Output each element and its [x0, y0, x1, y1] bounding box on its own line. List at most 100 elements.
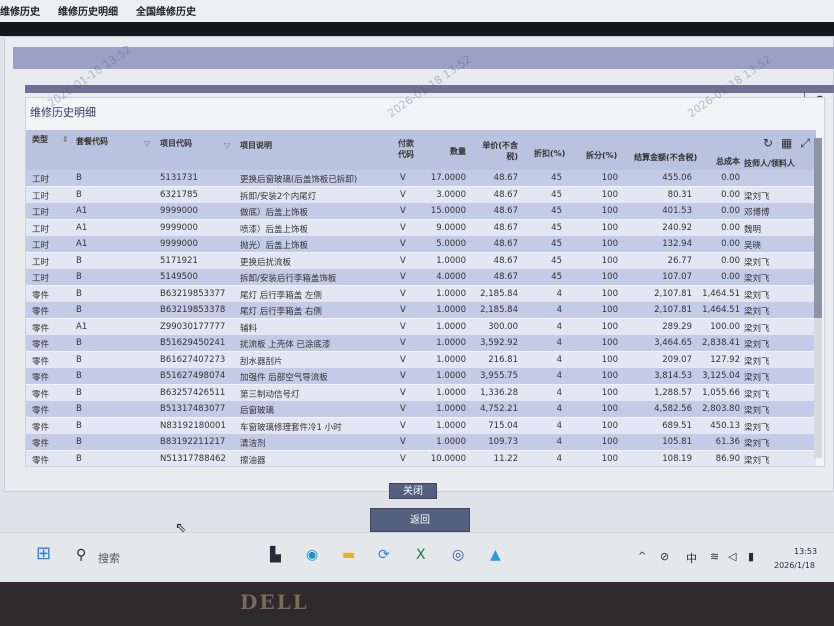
- task-view-icon[interactable]: ▙: [270, 547, 281, 563]
- sort-icon[interactable]: ⇕: [62, 135, 69, 144]
- cell-cost: 86.90: [715, 453, 740, 464]
- cell-split: 100: [601, 222, 618, 233]
- clock-time[interactable]: 13:53: [794, 547, 818, 556]
- chevron-up-icon[interactable]: ^: [638, 551, 647, 562]
- edge-icon[interactable]: ◉: [306, 547, 319, 563]
- menu-national-repair-history[interactable]: 全国维修历史: [136, 7, 196, 18]
- cell-cost: 0.00: [721, 272, 740, 282]
- expand-icon[interactable]: ⤢: [800, 136, 810, 150]
- col-discount[interactable]: 折扣(%): [534, 149, 566, 158]
- cell-desc: 扰流板 上壳体 已涂底漆: [240, 340, 331, 350]
- table-row[interactable]: 工时 A1 9999000 抛光）后盖上饰板 V 5.0000 48.67 45 100 132.…: [26, 236, 816, 252]
- cell-tech: 梁刘飞: [744, 373, 770, 383]
- excel-icon[interactable]: X: [416, 547, 426, 563]
- cell-type: 工时: [32, 241, 50, 251]
- refresh-icon[interactable]: ↻: [762, 136, 774, 150]
- col-code[interactable]: 项目代码: [160, 139, 192, 148]
- cell-desc: 第三制动信号灯: [240, 389, 300, 400]
- table-row[interactable]: 零件 B N51317788462 擦油器 V 10.0000 11.22 4 100 108.1…: [26, 450, 816, 466]
- col-pay[interactable]: 付款代码: [398, 139, 414, 159]
- table-settings-icon[interactable]: ▦: [781, 136, 793, 150]
- menu-repair-history-detail[interactable]: 维修历史明细: [58, 7, 118, 18]
- cell-type: 零件: [32, 422, 50, 433]
- table-row[interactable]: 工时 A1 9999000 做底）后盖上饰板 V 15.0000 48.67 45 100 401…: [26, 203, 816, 219]
- cell-code: B63257426511: [160, 387, 226, 398]
- sync-off-icon[interactable]: ⊘: [660, 550, 670, 563]
- table-row[interactable]: 工时 B 5171921 更换后扰流板 V 1.0000 48.67 45 100 26.77 0.…: [26, 252, 816, 269]
- clock-date[interactable]: 2026/1/18: [774, 561, 816, 570]
- col-tech[interactable]: 技师人/领料人: [744, 159, 795, 168]
- filter-icon[interactable]: ▽: [144, 139, 151, 148]
- ime-indicator[interactable]: 中: [686, 552, 697, 565]
- cell-price: 2,185.84: [480, 305, 518, 315]
- photos-icon[interactable]: ▲: [490, 547, 501, 563]
- back-button[interactable]: 返回: [370, 508, 470, 532]
- cell-discount: 4: [556, 437, 562, 447]
- cell-tech: 梁刘飞: [744, 455, 770, 466]
- wifi-icon[interactable]: ≋: [710, 550, 720, 563]
- table-row[interactable]: 零件 B B61627407273 刮水器刮片 V 1.0000 216.81 4 100 209…: [26, 351, 816, 368]
- table-row[interactable]: 零件 B B63219853378 尾灯 后行李箱盖 右侧 V 1.0000 2,185.8…: [26, 302, 816, 318]
- table-row[interactable]: 零件 B B63219853377 尾灯 后行李箱盖 左侧 V 1.0000 2,185.8…: [26, 285, 816, 302]
- col-package[interactable]: 套餐代码: [76, 137, 108, 146]
- windows-start-icon[interactable]: ⊞: [36, 543, 52, 564]
- col-split[interactable]: 拆分(%): [586, 151, 618, 160]
- menu-repair-history[interactable]: 维修历史: [0, 7, 40, 18]
- table-row[interactable]: 工时 B 5149500 拆卸/安装后行李箱盖饰板 V 4.0000 48.67 45 100 1…: [26, 269, 816, 285]
- cell-qty: 5.0000: [436, 239, 466, 249]
- cell-type: 零件: [32, 356, 50, 367]
- cell-package: A1: [76, 206, 88, 216]
- table-row[interactable]: 工时 A1 9999000 喷漆）后盖上饰板 V 9.0000 48.67 45 100 240.…: [26, 219, 816, 236]
- cell-code: B63219853377: [160, 288, 226, 299]
- table-row[interactable]: 零件 A1 Z99030177777 辅料 V 1.0000 300.00 4 100 289.2…: [26, 318, 816, 335]
- table-row[interactable]: 零件 B N83192180001 车窗玻璃修理套件冷1 小时 V 1.0000 715.0…: [26, 417, 816, 434]
- cell-price: 48.67: [493, 206, 518, 216]
- volume-icon[interactable]: ◁: [728, 550, 737, 563]
- cell-price: 3,955.75: [480, 371, 518, 381]
- col-amount[interactable]: 结算金额(不含税): [634, 153, 698, 162]
- table-row[interactable]: 零件 B B51317483077 后窗玻璃 V 1.0000 4,752.21 4 100 4,…: [26, 401, 816, 417]
- table-row[interactable]: 零件 B B63257426511 第三制动信号灯 V 1.0000 1,336.28 4 10…: [26, 384, 816, 401]
- table-row[interactable]: 工时 B 6321785 拆卸/安装2个内尾灯 V 3.0000 48.67 45 100 80.…: [26, 186, 816, 203]
- cell-cost: 0.00: [721, 222, 740, 233]
- cell-discount: 4: [556, 453, 562, 464]
- download-icon[interactable]: ⤓: [801, 89, 807, 103]
- cell-price: 109.73: [488, 437, 518, 447]
- scrollbar-thumb[interactable]: [814, 138, 822, 318]
- scrollbar[interactable]: [814, 138, 822, 458]
- col-cost[interactable]: 总成本: [716, 157, 740, 166]
- cell-pay: V: [400, 239, 406, 249]
- cell-qty: 1.0000: [436, 354, 466, 365]
- close-button[interactable]: 关闭: [389, 483, 437, 499]
- cell-tech: 梁刘飞: [744, 307, 770, 317]
- battery-icon[interactable]: ▮: [748, 550, 755, 563]
- search-icon[interactable]: ⚲: [76, 547, 87, 563]
- cell-split: 100: [601, 255, 618, 266]
- cell-package: B: [76, 387, 82, 398]
- file-explorer-icon[interactable]: ▬: [342, 547, 356, 563]
- app-icon[interactable]: ◎: [452, 547, 465, 563]
- cell-amount: 3,814.53: [654, 371, 692, 381]
- table-row[interactable]: 零件 B B83192211217 清洁剂 V 1.0000 109.73 4 100 105.8…: [26, 434, 816, 450]
- table-row[interactable]: 零件 B B51629450241 扰流板 上壳体 已涂底漆 V 1.0000 3,592.…: [26, 335, 816, 351]
- cell-qty: 1.0000: [436, 404, 466, 414]
- col-price[interactable]: 单价(不含税): [482, 141, 518, 161]
- table-row[interactable]: 零件 B B51627498074 加强件 后部空气导流板 V 1.0000 3,955.7…: [26, 368, 816, 384]
- col-type[interactable]: 类型: [32, 135, 48, 144]
- filter-icon[interactable]: ▽: [224, 141, 231, 150]
- table-row[interactable]: 工时 B 5131731 更换后窗玻璃(后盖饰板已拆卸) V 17.0000 48.67 45…: [26, 170, 816, 186]
- cell-discount: 45: [551, 222, 562, 233]
- cell-cost: 100.00: [710, 321, 740, 332]
- app-icon[interactable]: ⟳: [378, 547, 390, 563]
- col-qty[interactable]: 数量: [450, 147, 466, 156]
- cell-discount: 45: [551, 272, 562, 282]
- cell-desc: 尾灯 后行李箱盖 左侧: [240, 290, 322, 301]
- cell-tech: 魏明: [744, 224, 762, 235]
- cell-desc: 车窗玻璃修理套件冷1 小时: [240, 422, 342, 433]
- col-desc[interactable]: 项目说明: [240, 141, 272, 150]
- taskbar-search[interactable]: 搜索: [98, 552, 120, 565]
- cell-cost: 1,055.66: [702, 387, 740, 398]
- cell-type: 零件: [32, 290, 50, 301]
- taskbar: ⊞ ⚲ 搜索 ▙ ◉ ▬ ⟳ X ◎ ▲ ^ ⊘ 中 ≋ ◁ ▮ 13:53 2…: [0, 532, 834, 582]
- cell-discount: 45: [551, 189, 562, 200]
